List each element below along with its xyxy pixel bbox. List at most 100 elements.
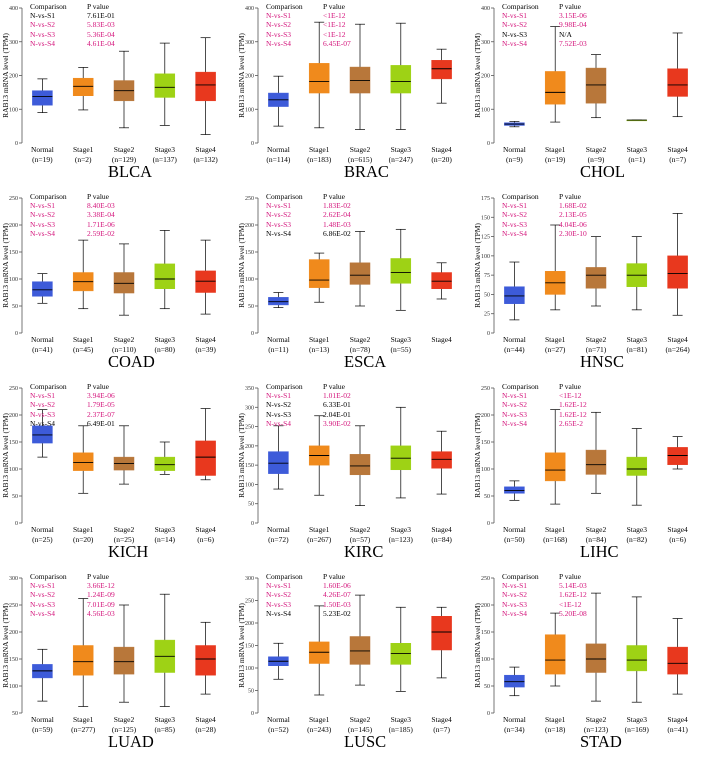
- y-tick-label: 400: [245, 6, 254, 12]
- comparison-row: N-vs-S3 4.04E-06: [502, 220, 619, 229]
- comparison-row: N-vs-S4 2.30E-10: [502, 229, 619, 238]
- comparison-row: N-vs-S4 2.65E-2: [502, 419, 619, 428]
- comparison-label: N-vs-S3: [502, 219, 528, 229]
- p-value: 2.30E-10: [559, 228, 587, 238]
- p-value: 8.40E-03: [87, 201, 115, 211]
- x-category-label: Stage1: [309, 335, 330, 344]
- cancer-type-title-text: LUSC: [344, 732, 387, 751]
- comparison-row: N-vs-S4 4.56E-03: [30, 609, 147, 618]
- box-stage3: [626, 456, 648, 476]
- p-value: 1.60E-06: [323, 581, 351, 591]
- x-category-label: Stage1: [73, 525, 94, 534]
- comparison-label: N-vs-S3: [502, 409, 528, 419]
- comparison-label: N-vs-S3: [30, 409, 56, 419]
- y-tick-label: 250: [245, 196, 254, 202]
- pvalue-header-label: P value: [87, 2, 110, 11]
- sample-count-label: (n=52): [268, 725, 289, 734]
- comparison-header: Comparison P value: [266, 382, 383, 391]
- x-category-label: Normal: [267, 715, 290, 724]
- p-value: <1E-12: [559, 599, 582, 609]
- comparison-table: Comparison P value N-vs-S1 3.15E-06 N-vs-S2 9…: [502, 2, 619, 48]
- x-category-label: Normal: [267, 335, 290, 344]
- x-category-label: Normal: [503, 145, 526, 154]
- pvalue-header-label: P value: [559, 2, 582, 11]
- x-category-label: Stage1: [545, 715, 566, 724]
- x-category-label: Stage2: [350, 715, 371, 724]
- p-value: 4.26E-07: [323, 590, 351, 600]
- y-axis-label: RAB13 mRNA level (TPM): [473, 413, 482, 498]
- p-value: <1E-12: [323, 20, 346, 30]
- sample-count-label: (n=169): [625, 725, 650, 734]
- box-stage2: [585, 449, 607, 475]
- sample-count-label: (n=137): [153, 155, 178, 164]
- sample-count-label: (n=123): [389, 535, 414, 544]
- sample-count-label: (n=1): [628, 155, 645, 164]
- y-axis-label: RAB13 mRNA level (TPM): [237, 33, 246, 118]
- comparison-label: N-vs-S2: [502, 210, 528, 220]
- y-tick-label: 100: [481, 467, 490, 473]
- cancer-type-title-text: LIHC: [580, 542, 619, 561]
- x-category-label: Stage2: [114, 335, 135, 344]
- x-category-label: Normal: [267, 145, 290, 154]
- p-value: 3.94E-06: [87, 391, 115, 401]
- p-value: 6.86E-02: [323, 228, 351, 238]
- comparison-header-label: Comparison: [502, 382, 539, 391]
- y-tick-label: 50: [12, 304, 18, 310]
- comparison-row: N-vs-S1 1.83E-02: [266, 201, 383, 210]
- comparison-label: N-vs-S1: [30, 201, 56, 211]
- sample-count-label: (n=264): [665, 345, 690, 354]
- y-tick-label: 50: [484, 494, 490, 500]
- y-tick-label: 100: [9, 684, 18, 690]
- sample-count-label: (n=267): [307, 535, 332, 544]
- x-category-label: Stage3: [391, 525, 412, 534]
- boxplot-svg: 0 25 50 75 100 125 150 175 RAB13 mRNA level (TPM…: [473, 196, 690, 354]
- comparison-label: N-vs-S4: [502, 608, 528, 618]
- sample-count-label: (n=9): [588, 155, 605, 164]
- sample-count-label: (n=9): [506, 155, 523, 164]
- comparison-label: N-vs-S3: [30, 599, 56, 609]
- y-tick-label: 150: [9, 440, 18, 446]
- chart-panel-kich: 0 50 100 150 200 250 RAB13 mRNA level (TPM) Nor…: [0, 380, 236, 570]
- pvalue-header-label: P value: [559, 572, 582, 581]
- y-axis-label: RAB13 mRNA level (TPM): [473, 223, 482, 308]
- p-value: 1.62E-12: [559, 409, 587, 419]
- p-value: 1.71E-06: [87, 219, 115, 229]
- box-stage2: [113, 272, 135, 294]
- comparison-label: N-vs-S3: [30, 29, 56, 39]
- sample-count-label: (n=81): [627, 345, 648, 354]
- y-tick-label: 100: [245, 482, 254, 488]
- comparison-label: N-vs-S1: [30, 391, 56, 401]
- boxplot-svg: 0 50 100 150 200 250 300 RAB13 mRNA level (TPM)…: [237, 576, 452, 734]
- x-category-label: Stage4: [195, 525, 216, 534]
- x-category-label: Stage2: [114, 525, 135, 534]
- y-tick-label: 0: [487, 711, 490, 717]
- box-normal: [268, 451, 289, 474]
- comparison-label: N-vs-S4: [266, 38, 292, 48]
- y-tick-label: 350: [245, 386, 254, 392]
- sample-count-label: (n=25): [32, 535, 53, 544]
- y-tick-label: 300: [9, 40, 18, 46]
- p-value: 5.20E-08: [559, 608, 587, 618]
- p-value: 1.48E-03: [323, 219, 351, 229]
- comparison-row: N-vs-S4 2.59E-02: [30, 229, 147, 238]
- box-normal: [32, 90, 53, 106]
- cancer-type-title-text: STAD: [580, 732, 622, 751]
- comparison-row: N-vs-S2 2.62E-04: [266, 210, 383, 219]
- chart-panel-kirc: 0 50 100 150 200 250 300 350 RAB13 mRNA level (T…: [236, 380, 472, 570]
- comparison-label: N-vs-S1: [30, 581, 56, 591]
- sample-count-label: (n=55): [391, 345, 412, 354]
- y-tick-label: 250: [9, 196, 18, 202]
- y-tick-label: 150: [481, 630, 490, 636]
- x-category-label: Stage4: [195, 145, 216, 154]
- comparison-label: N-vs-S3: [266, 599, 292, 609]
- comparison-row: N-vs-S2 6.33E-01: [266, 400, 383, 409]
- sample-count-label: (n=13): [309, 345, 330, 354]
- sample-count-label: (n=41): [32, 345, 53, 354]
- pvalue-header-label: P value: [323, 2, 346, 11]
- box-stage1: [544, 634, 566, 675]
- boxplot-svg: 0 50 100 150 200 250 300 350 RAB13 mRNA level (T…: [237, 386, 452, 544]
- x-category-label: Stage1: [73, 335, 94, 344]
- comparison-row: N-vs-S3 1.71E-06: [30, 220, 147, 229]
- y-axis-label: RAB13 mRNA level (TPM): [1, 413, 10, 498]
- p-value: 2.62E-04: [323, 210, 351, 220]
